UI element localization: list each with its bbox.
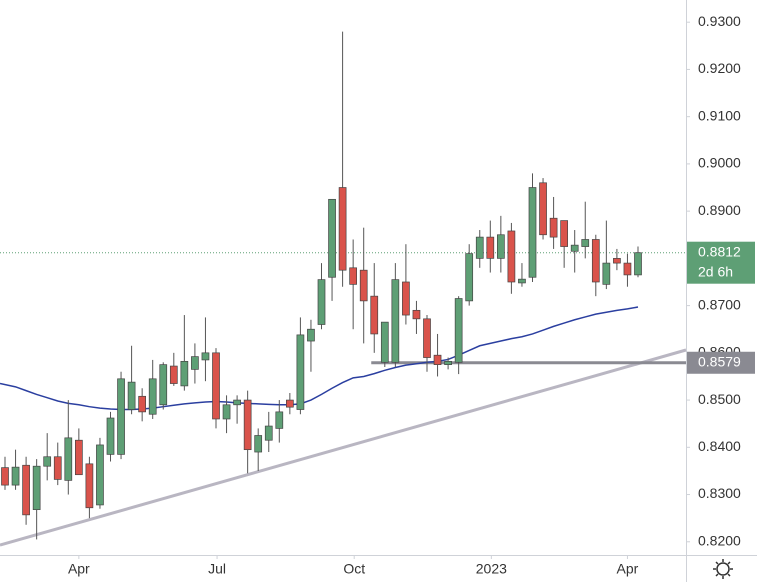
candle-body (391, 279, 400, 363)
candle-body (359, 269, 368, 302)
settings-gear[interactable] (716, 562, 730, 576)
y-tick-label: 0.8200 (698, 532, 741, 548)
candle-body (486, 236, 495, 259)
candle-body (96, 444, 104, 506)
trendline (0, 348, 687, 547)
support-price-box (687, 351, 755, 374)
candle-body (581, 239, 590, 247)
y-tick-label: 0.9300 (698, 13, 741, 29)
settings-icon[interactable] (713, 559, 733, 579)
candle-body (380, 321, 389, 363)
candle-body (296, 334, 305, 410)
candle-body (233, 399, 241, 406)
candle-body (465, 253, 474, 302)
candle-body (201, 352, 210, 361)
candle-body (64, 437, 73, 481)
y-tick-label: 0.8700 (698, 296, 741, 312)
candle-body (560, 220, 569, 247)
candle-body (148, 378, 157, 415)
countdown-label: 2d 6h (698, 263, 733, 279)
candle-body (602, 262, 611, 285)
candle-body (180, 360, 189, 387)
candle-body (307, 328, 315, 342)
candle-body (423, 318, 431, 358)
x-tick-label: Apr (68, 561, 90, 577)
candle-body (444, 360, 452, 365)
y-tick-label: 0.8500 (698, 391, 741, 407)
candle-body (570, 244, 579, 252)
moving-average (0, 306, 639, 411)
x-tick-label: Apr (617, 561, 639, 577)
x-tick-label: Jul (208, 561, 226, 577)
candle-body (43, 456, 52, 467)
candle-body (222, 404, 231, 420)
last-price-box (687, 241, 755, 284)
candle-body (613, 258, 621, 264)
last-price-label: 0.8812 (698, 243, 741, 259)
candle-body (127, 381, 136, 410)
candle-body (191, 356, 199, 370)
candle-body (212, 352, 220, 420)
y-tick-label: 0.9200 (698, 60, 741, 76)
y-tick-label: 0.9000 (698, 155, 741, 171)
candle-body (528, 187, 537, 278)
candle-body (74, 439, 83, 476)
candle-body (317, 279, 326, 325)
candle-body (286, 399, 294, 408)
candle-body (475, 236, 484, 259)
candle-body (106, 417, 115, 455)
candle-body (349, 267, 357, 285)
candle-body (275, 411, 284, 429)
candle-body (591, 239, 600, 283)
candle-body (53, 456, 62, 480)
x-tick-label: 2023 (476, 561, 507, 577)
candle-body (518, 278, 526, 284)
candle-body (1, 467, 9, 486)
candle-body (454, 298, 463, 363)
candle-body (623, 262, 632, 276)
candle-body (338, 187, 347, 271)
candle-body (254, 435, 263, 453)
candle-body (264, 425, 273, 441)
support-price-label: 0.8579 (698, 353, 741, 369)
y-tick-label: 0.9100 (698, 107, 741, 123)
candle-body (634, 252, 642, 276)
candle-body (117, 378, 125, 455)
candle-body (507, 230, 516, 283)
y-tick-label: 0.8900 (698, 202, 741, 218)
candle-body (370, 295, 379, 335)
candle-body (402, 281, 410, 316)
candle-body (549, 217, 558, 238)
candle-body (497, 234, 505, 259)
y-tick-label: 0.8300 (698, 485, 741, 501)
candle-body (159, 364, 168, 406)
candle-body (11, 466, 20, 486)
candle-body (32, 465, 41, 511)
candle-body (433, 354, 442, 365)
candle-body (85, 463, 94, 509)
candle-body (328, 198, 336, 278)
candle-body (22, 464, 30, 516)
candle-body (412, 309, 421, 320)
candle-body (138, 395, 146, 413)
x-tick-label: Oct (343, 561, 365, 577)
candle-body (539, 182, 547, 236)
y-tick-label: 0.8400 (698, 438, 741, 454)
candle-body (243, 399, 252, 451)
candle-body (169, 365, 178, 384)
